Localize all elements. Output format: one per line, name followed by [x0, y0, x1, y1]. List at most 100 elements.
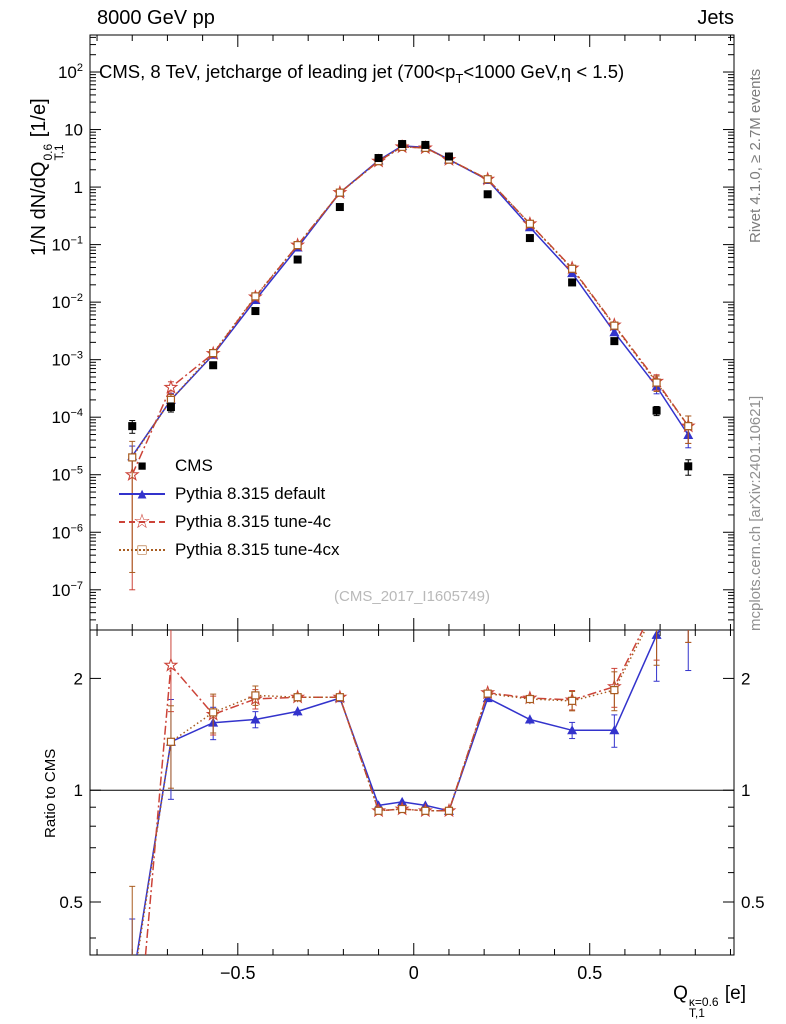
plot-title: CMS, 8 TeV, jetcharge of leading jet (70…: [99, 61, 624, 86]
marker-open-square: [166, 737, 176, 746]
y-tick-label: 10−1: [52, 235, 83, 255]
x-tick-label: 0: [409, 963, 419, 983]
ratio-panel-series: [127, 524, 694, 993]
legend-label: Pythia 8.315 tune-4c: [175, 512, 331, 531]
ratio-axis-label: Ratio to CMS: [42, 748, 59, 838]
legend-marker-icon: □: [137, 541, 147, 559]
legend-row-pythia-default: ▲ Pythia 8.315 default: [119, 480, 339, 508]
plot-title-post: <1000 GeV,η < 1.5): [463, 61, 625, 82]
marker-open-square: [209, 708, 218, 717]
mcplots-note: mcplots.cern.ch [arXiv:2401.10621]: [747, 395, 764, 631]
axes: [89, 34, 735, 956]
marker-open-square: [251, 292, 260, 301]
x-axis-label-unit: [e]: [719, 983, 746, 1004]
marker-open-star: [163, 379, 179, 394]
legend-label: CMS: [175, 456, 213, 475]
marker-filled-square: [374, 154, 383, 163]
series-pythia-default: [127, 630, 692, 988]
y-axis-label-supsub: 0.6 T,1: [41, 144, 66, 161]
series-line: [131, 146, 689, 476]
main-panel-series: [124, 139, 696, 591]
marker-open-square: [335, 693, 344, 702]
marker-open-square: [166, 395, 176, 404]
marker-open-square: [685, 527, 692, 534]
marker-filled-square: [335, 203, 344, 212]
y-axis-label-sub: T,1: [52, 144, 66, 161]
marker-filled-square: [483, 190, 492, 199]
ratio-tick-label: 2: [74, 669, 83, 688]
marker-open-square: [610, 686, 619, 695]
marker-open-square: [444, 806, 454, 815]
legend-row-pythia-tune-4c: ☆ Pythia 8.315 tune-4c: [119, 508, 339, 536]
x-tick-label: −0.5: [220, 963, 256, 983]
legend-sample: ■: [119, 456, 165, 476]
legend-marker-icon: ☆: [133, 511, 151, 533]
series-pythia-default: [127, 140, 694, 475]
x-axis-label-sup: κ=0.6: [688, 995, 719, 1009]
marker-open-square: [684, 422, 693, 431]
marker-filled-triangle: [609, 327, 620, 337]
y-tick-label: 10: [64, 121, 83, 140]
y-tick-label: 102: [58, 62, 83, 82]
series-line: [136, 630, 646, 955]
marker-open-square: [398, 804, 407, 814]
y-tick-label: 10−7: [52, 580, 83, 600]
marker-open-square: [525, 219, 534, 228]
y-tick-label: 10−5: [52, 465, 83, 485]
ratio-tick-label-right: 1: [741, 781, 750, 800]
ratio-panel-frame: [89, 629, 735, 956]
legend-label: Pythia 8.315 default: [175, 484, 326, 503]
series-line: [131, 146, 689, 458]
marker-open-square: [293, 241, 302, 250]
y-tick-label: 10−4: [52, 407, 83, 427]
series-pythia-tune-4cx: [129, 527, 692, 993]
ratio-tick-label-right: 2: [741, 669, 750, 688]
marker-filled-triangle: [250, 714, 261, 724]
marker-open-square: [483, 175, 492, 184]
series-line: [136, 630, 661, 955]
y-tick-label: 10−2: [52, 292, 83, 312]
marker-open-square: [335, 188, 344, 197]
marker-filled-triangle: [127, 979, 137, 988]
marker-filled-square: [209, 361, 218, 370]
y-tick-label: 10−6: [52, 522, 83, 542]
marker-filled-square: [444, 152, 453, 161]
series-line: [131, 145, 689, 457]
y-tick-label: 10−3: [52, 350, 83, 370]
plot-title-pre: CMS, 8 TeV, jetcharge of leading jet (70…: [99, 61, 456, 82]
legend-sample: ☆: [119, 512, 165, 532]
tick-labels: −0.5 0 0.510210110−110−210−310−410−510−610…: [52, 62, 765, 983]
plot-title-sub: T: [455, 71, 464, 86]
rivet-version-note: Rivet 4.1.0, ≥ 2.7M events: [747, 68, 764, 243]
marker-open-square: [568, 696, 577, 705]
y-axis-label-base: 1/N dN/dQ: [28, 161, 50, 256]
x-tick-label: 0.5: [577, 963, 602, 983]
marker-filled-square: [568, 278, 577, 287]
legend-line-sample: [119, 493, 165, 495]
legend-sample: ▲: [119, 484, 165, 504]
marker-filled-square: [398, 140, 407, 149]
beam-energy-label: 8000 GeV pp: [97, 7, 215, 29]
x-axis-label-supsub: κ=0.6 T,1: [688, 995, 719, 1019]
marker-open-star: [163, 657, 179, 672]
marker-filled-square: [421, 140, 430, 149]
marker-filled-square: [525, 234, 534, 243]
ratio-tick-label: 1: [74, 781, 83, 800]
legend-line-sample: [119, 521, 165, 523]
y-axis-label-main: 1/N dN/dQ 0.6 T,1 [1/e]: [28, 98, 66, 256]
marker-open-square: [374, 806, 383, 815]
marker-open-square: [568, 264, 577, 273]
marker-open-square: [525, 694, 534, 704]
marker-filled-square: [293, 255, 302, 264]
marker-open-star: [682, 524, 694, 535]
marker-open-square: [128, 453, 137, 462]
ratio-tick-label-right: 0.5: [741, 893, 765, 912]
marker-open-square: [129, 986, 136, 993]
process-label: Jets: [697, 7, 734, 29]
legend-label: Pythia 8.315 tune-4cx: [175, 540, 340, 559]
legend-line-sample: [119, 549, 165, 551]
y-axis-label-unit: [1/e]: [28, 98, 50, 143]
